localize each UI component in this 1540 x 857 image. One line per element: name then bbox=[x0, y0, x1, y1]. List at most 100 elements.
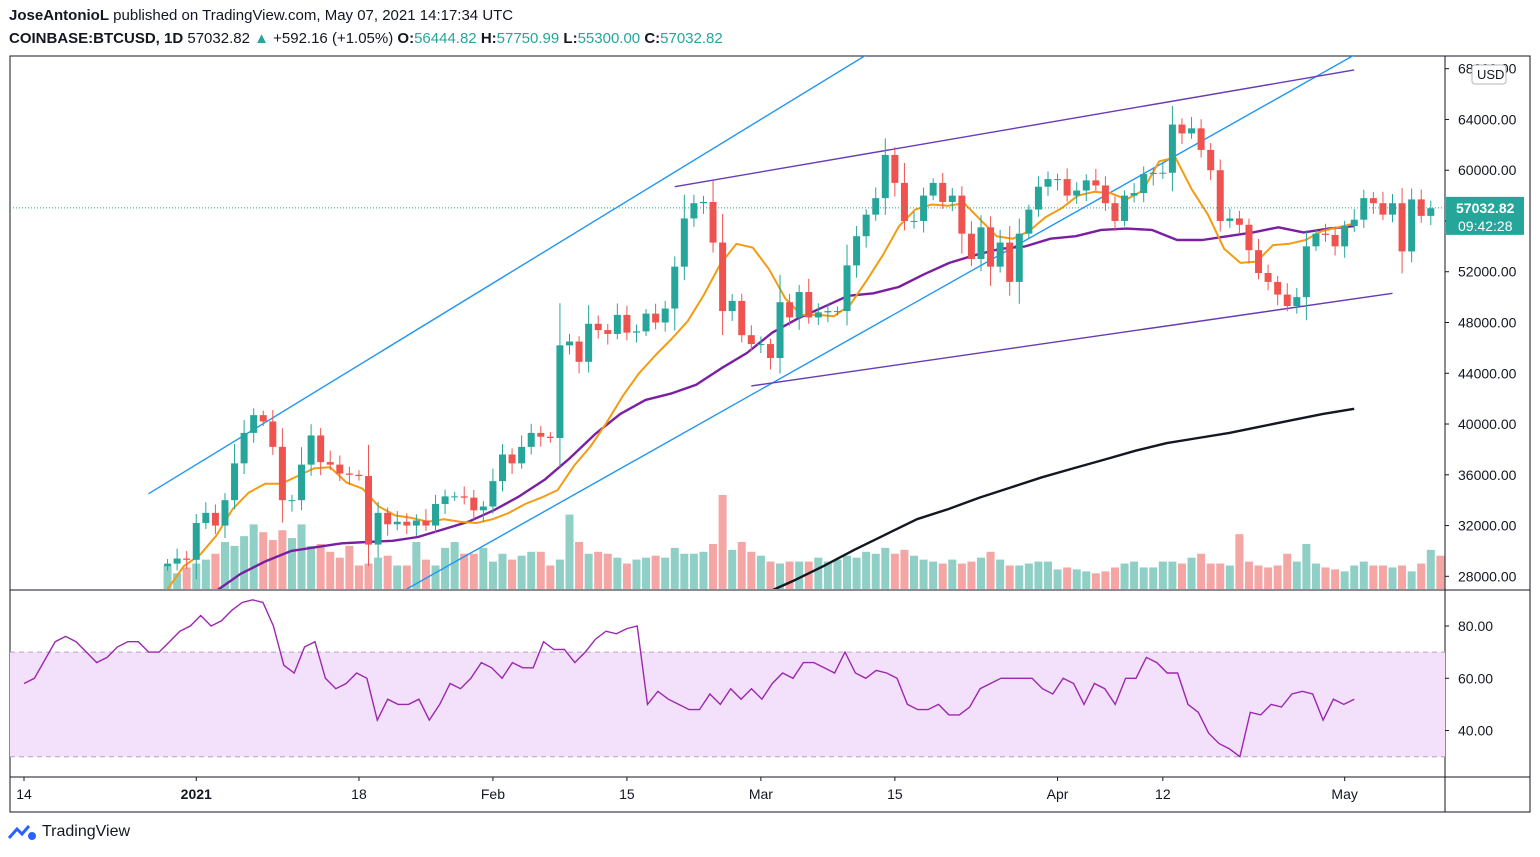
volume-bar bbox=[316, 543, 325, 589]
candle-body bbox=[881, 154, 889, 199]
high-label: H: bbox=[480, 30, 497, 47]
candle-body bbox=[642, 313, 650, 332]
candle-body bbox=[384, 512, 392, 525]
date-tick-label: 15 bbox=[619, 786, 635, 802]
volume-bar bbox=[575, 542, 584, 589]
candle-body bbox=[996, 242, 1004, 267]
candle-body bbox=[1082, 180, 1090, 191]
ma-slow-line bbox=[772, 407, 1355, 589]
volume-bar bbox=[1120, 563, 1129, 589]
volume-bar bbox=[862, 551, 871, 589]
ohlc-legend: COINBASE:BTCUSD, 1D 57032.82 ▲ +592.16 (… bbox=[9, 30, 723, 47]
candle-body bbox=[766, 344, 774, 359]
volume-bar bbox=[756, 555, 765, 589]
candle-body bbox=[374, 512, 382, 545]
date-tick-label: 12 bbox=[1155, 786, 1171, 802]
volume-bar bbox=[642, 557, 651, 589]
volume-bar bbox=[661, 557, 670, 589]
candle-body bbox=[824, 311, 832, 313]
low-value: 55300.00 bbox=[577, 30, 641, 47]
volume-bar bbox=[986, 551, 995, 589]
candle-body bbox=[1312, 233, 1320, 247]
volume-bar bbox=[335, 557, 344, 589]
candle-body bbox=[1092, 180, 1100, 186]
volume-bar bbox=[268, 540, 277, 589]
candle-body bbox=[728, 300, 736, 312]
volume-bar bbox=[1187, 557, 1196, 589]
rsi-tick-label: 60.00 bbox=[1458, 670, 1493, 686]
rsi-line bbox=[23, 599, 1355, 758]
volume-bar bbox=[823, 561, 832, 589]
rsi-tick-label: 80.00 bbox=[1458, 618, 1493, 634]
up-arrow-icon: ▲ bbox=[254, 30, 269, 47]
volume-bar bbox=[1436, 555, 1445, 589]
candle-body bbox=[164, 563, 172, 567]
volume-bar bbox=[1388, 567, 1397, 589]
price-badge bbox=[1446, 196, 1524, 235]
symbol-label[interactable]: COINBASE:BTCUSD, 1D bbox=[9, 30, 184, 47]
candle-body bbox=[585, 323, 593, 362]
candle-body bbox=[202, 512, 210, 524]
volume-bar bbox=[1417, 563, 1426, 589]
volume-bar bbox=[938, 563, 947, 589]
volume-bar bbox=[603, 553, 612, 589]
volume-bar bbox=[1177, 563, 1186, 589]
candle-body bbox=[537, 432, 545, 437]
volume-bar bbox=[852, 557, 861, 589]
volume-bar bbox=[508, 559, 517, 589]
volume-bar bbox=[1235, 534, 1244, 589]
volume-bar bbox=[402, 565, 411, 589]
volume-bar bbox=[1197, 553, 1206, 589]
candle-body bbox=[1207, 149, 1215, 171]
candle-body bbox=[393, 521, 401, 525]
low-label: L: bbox=[563, 30, 578, 47]
candle-body bbox=[1188, 128, 1196, 134]
volume-bar bbox=[804, 561, 813, 589]
volume-bar bbox=[967, 561, 976, 589]
tradingview-logo[interactable]: TradingView bbox=[8, 823, 130, 841]
candle-body bbox=[403, 521, 411, 526]
candle-body bbox=[872, 198, 880, 215]
volume-bar bbox=[1369, 565, 1378, 589]
candle-body bbox=[546, 436, 554, 438]
candle-body bbox=[307, 435, 315, 465]
candle-body bbox=[250, 415, 258, 433]
candle-body bbox=[412, 520, 420, 526]
volume-bar bbox=[517, 555, 526, 589]
countdown-badge-label: 09:42:28 bbox=[1458, 218, 1513, 234]
last-price: 57032.82 bbox=[187, 30, 250, 47]
volume-bar bbox=[1407, 571, 1416, 589]
candle-body bbox=[1331, 234, 1339, 247]
volume-bar bbox=[651, 555, 660, 589]
volume-bar bbox=[240, 536, 249, 589]
candle-body bbox=[336, 464, 344, 474]
candle-body bbox=[1379, 203, 1387, 215]
volume-bar bbox=[1024, 563, 1033, 589]
volume-bar bbox=[230, 545, 239, 589]
volume-bar bbox=[1072, 569, 1081, 589]
trendline bbox=[674, 69, 1355, 188]
volume-bar bbox=[1082, 571, 1091, 589]
candle-body bbox=[738, 300, 746, 336]
candle-body bbox=[1025, 209, 1033, 234]
volume-bar bbox=[890, 553, 899, 589]
candle-body bbox=[1293, 297, 1301, 307]
candle-body bbox=[432, 503, 440, 526]
candle-body bbox=[1264, 273, 1272, 282]
volume-bar bbox=[709, 543, 718, 589]
candle-body bbox=[326, 462, 334, 465]
volume-bar bbox=[881, 547, 890, 589]
volume-bar bbox=[795, 561, 804, 589]
candle-body bbox=[1235, 218, 1243, 225]
volume-bar bbox=[1340, 571, 1349, 589]
candle-body bbox=[1408, 199, 1416, 252]
candle-body bbox=[604, 330, 612, 334]
volume-bar bbox=[364, 563, 373, 589]
volume-bar bbox=[287, 538, 296, 589]
volume-bar bbox=[1426, 549, 1435, 589]
volume-bar bbox=[1244, 561, 1253, 589]
candle-body bbox=[422, 520, 430, 526]
author-name[interactable]: JoseAntonioL bbox=[9, 7, 109, 24]
candle-body bbox=[652, 313, 660, 323]
